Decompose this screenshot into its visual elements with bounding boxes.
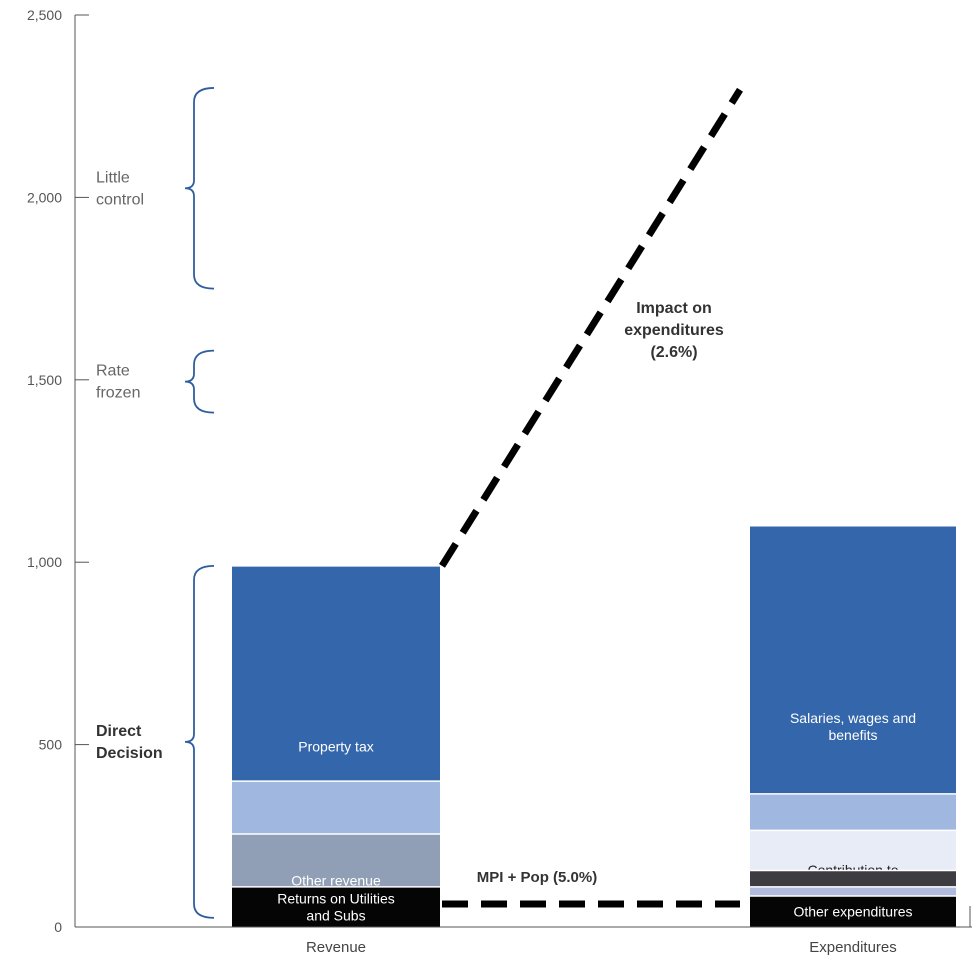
y-tick-label: 500 [39,737,63,753]
y-tick-label: 1,000 [27,554,62,570]
annotations: Impact on expenditures (2.6%) MPI + Pop (5.… [439,87,743,908]
bracket-label-rate-frozen: Rate frozen [96,363,140,402]
y-tick-label: 2,000 [27,189,62,205]
impact-dashed-line [439,87,743,568]
x-tick-label-revenue: Revenue [306,939,366,956]
y-axis: 0 500 1,000 1,500 2,000 2,500 [27,7,89,935]
brackets: Direct Decision Rate frozen Little control [96,87,215,919]
bracket-little-control [184,87,215,290]
stack-expenditures: Salaries, wages andbenefitsContract and … [750,524,956,927]
bar-segment-returns-on-utilities-and-subs [232,886,440,927]
y-tick-label: 1,500 [27,372,62,388]
segment-label-other-revenue: Other revenue [291,872,381,888]
segment-label-salaries-wages-and-benefits: Salaries, wages and benefits [790,710,916,743]
bracket-rate-frozen [184,349,215,414]
bracket-label-direct-decision: Direct Decision [96,723,163,762]
impact-annotation: Impact on expenditures (2.6%) [624,300,724,361]
bar-segment-other-expenditures [750,895,956,927]
bar-stacks: Property taxSale of goods andservicesBus… [232,524,956,927]
stack-revenue: Property taxSale of goods andservicesBus… [232,565,440,927]
x-tick-label-expenditures: Expenditures [809,939,897,956]
segment-label-returns-on-utilities-and-subs: Returns on Utilities and Subs [277,890,395,923]
x-axis: Revenue Expenditures [75,906,972,956]
mpi-annotation: MPI + Pop (5.0%) [477,869,597,886]
segment-label-property-tax: Property tax [298,738,373,754]
bracket-direct-decision [184,564,215,919]
y-tick-label: 0 [54,919,62,935]
segment-label-other-expenditures: Other expenditures [793,903,912,919]
bracket-label-little-control: Little control [96,169,144,208]
y-tick-label: 2,500 [27,7,62,23]
